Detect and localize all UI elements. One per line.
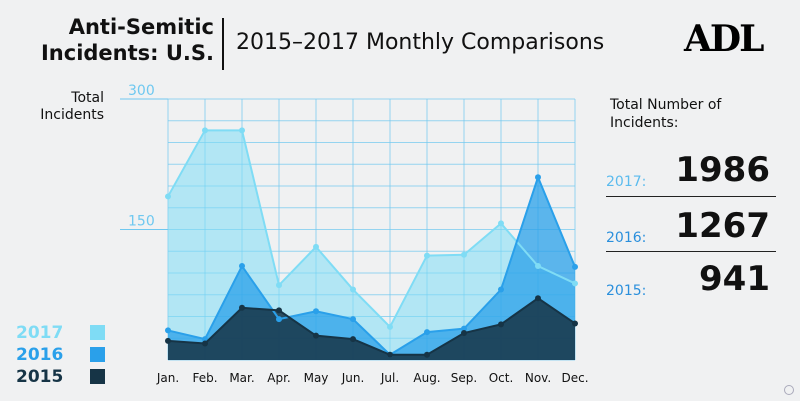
x-tick-label: Sep. — [451, 371, 477, 385]
point-2015-Jun. — [350, 336, 356, 343]
total-row-2015: 2015: 941 — [606, 255, 776, 299]
total-year-2016: 2016: — [606, 230, 647, 246]
legend-swatch-2015 — [90, 369, 105, 384]
total-row-2017: 2017: 1986 — [606, 146, 776, 190]
watermark-icon — [784, 385, 794, 395]
line-2015 — [167, 297, 576, 356]
x-tick-label: Feb. — [192, 371, 217, 385]
point-2017-Dec. — [572, 280, 578, 287]
y-axis-label: Total Incidents — [40, 90, 104, 123]
legend-item-2017: 2017 — [16, 322, 106, 344]
point-2015-Jan. — [165, 337, 171, 344]
total-row-2016: 2016: 1267 — [606, 202, 776, 246]
total-value-2017: 1986 — [675, 150, 770, 190]
point-2016-Aug. — [424, 329, 430, 336]
point-2015-Jul. — [387, 351, 393, 358]
line-2016 — [167, 174, 576, 357]
point-2017-May — [313, 243, 319, 250]
point-2017-Sep. — [461, 251, 467, 258]
adl-logo: ADL — [684, 18, 764, 60]
total-year-2015: 2015: — [606, 283, 647, 299]
point-2015-Oct. — [498, 321, 504, 328]
point-2015-May — [313, 332, 319, 339]
x-tick-label: Oct. — [489, 371, 514, 385]
point-2016-Dec. — [572, 263, 578, 270]
point-2017-Apr. — [276, 282, 282, 289]
point-2017-Feb. — [202, 127, 208, 134]
point-2017-Jun. — [350, 286, 356, 293]
point-2017-Jul. — [387, 323, 393, 330]
point-2016-Jun. — [350, 316, 356, 323]
title-line-1: Anti-Semitic — [68, 15, 214, 39]
x-tick-label: Apr. — [267, 371, 290, 385]
area-2015 — [168, 298, 575, 360]
legend-label-2016: 2016 — [16, 345, 64, 365]
x-tick-label: Mar. — [229, 371, 254, 385]
x-tick-label: Jul. — [380, 371, 399, 385]
x-tick-label: Dec. — [561, 371, 588, 385]
area-2017 — [168, 130, 575, 360]
point-2015-Sep. — [461, 330, 467, 337]
title-divider — [222, 18, 224, 70]
x-tick-label: Jan. — [156, 371, 179, 385]
point-2016-Sep. — [461, 325, 467, 332]
point-2016-Nov. — [535, 174, 541, 181]
point-2015-Aug. — [424, 351, 430, 358]
legend-label-2017: 2017 — [16, 323, 64, 343]
total-value-2016: 1267 — [675, 206, 770, 246]
line-2017 — [167, 129, 576, 329]
point-2016-Oct. — [498, 286, 504, 293]
legend-swatch-2016 — [90, 347, 105, 362]
y-tick-label-150: 150 — [128, 214, 155, 230]
legend-item-2016: 2016 — [16, 344, 106, 366]
total-year-2017: 2017: — [606, 174, 647, 190]
chart-subtitle: 2015–2017 Monthly Comparisons — [236, 30, 605, 55]
point-2016-Feb. — [202, 336, 208, 343]
point-2017-Aug. — [424, 252, 430, 259]
point-2017-Nov. — [535, 263, 541, 270]
legend: 2017 2016 2015 — [16, 322, 106, 388]
total-value-2015: 941 — [699, 259, 770, 299]
totals-title: Total Number of Incidents: — [610, 97, 722, 131]
x-tick-label: Aug. — [413, 371, 440, 385]
point-2015-Dec. — [572, 320, 578, 327]
totals-divider-2 — [606, 251, 776, 252]
x-tick-label: Jun. — [341, 371, 365, 385]
legend-label-2015: 2015 — [16, 367, 64, 387]
point-2017-Jan. — [165, 193, 171, 200]
point-2015-Feb. — [202, 340, 208, 347]
x-tick-label: May — [304, 371, 329, 385]
point-2016-Mar. — [239, 263, 245, 270]
chart-title: Anti-Semitic Incidents: U.S. — [14, 14, 214, 66]
point-2015-Mar. — [239, 304, 245, 311]
point-2015-Apr. — [276, 307, 282, 314]
point-2016-Apr. — [276, 316, 282, 323]
legend-item-2015: 2015 — [16, 366, 106, 388]
totals-divider-1 — [606, 196, 776, 197]
x-tick-label: Nov. — [525, 371, 551, 385]
title-line-2: Incidents: U.S. — [40, 41, 214, 65]
point-2017-Mar. — [239, 127, 245, 134]
y-tick-label-300: 300 — [128, 83, 155, 99]
point-2017-Oct. — [498, 220, 504, 227]
legend-swatch-2017 — [90, 325, 105, 340]
point-2016-Jan. — [165, 327, 171, 334]
point-2015-Nov. — [535, 295, 541, 302]
point-2016-May — [313, 308, 319, 315]
